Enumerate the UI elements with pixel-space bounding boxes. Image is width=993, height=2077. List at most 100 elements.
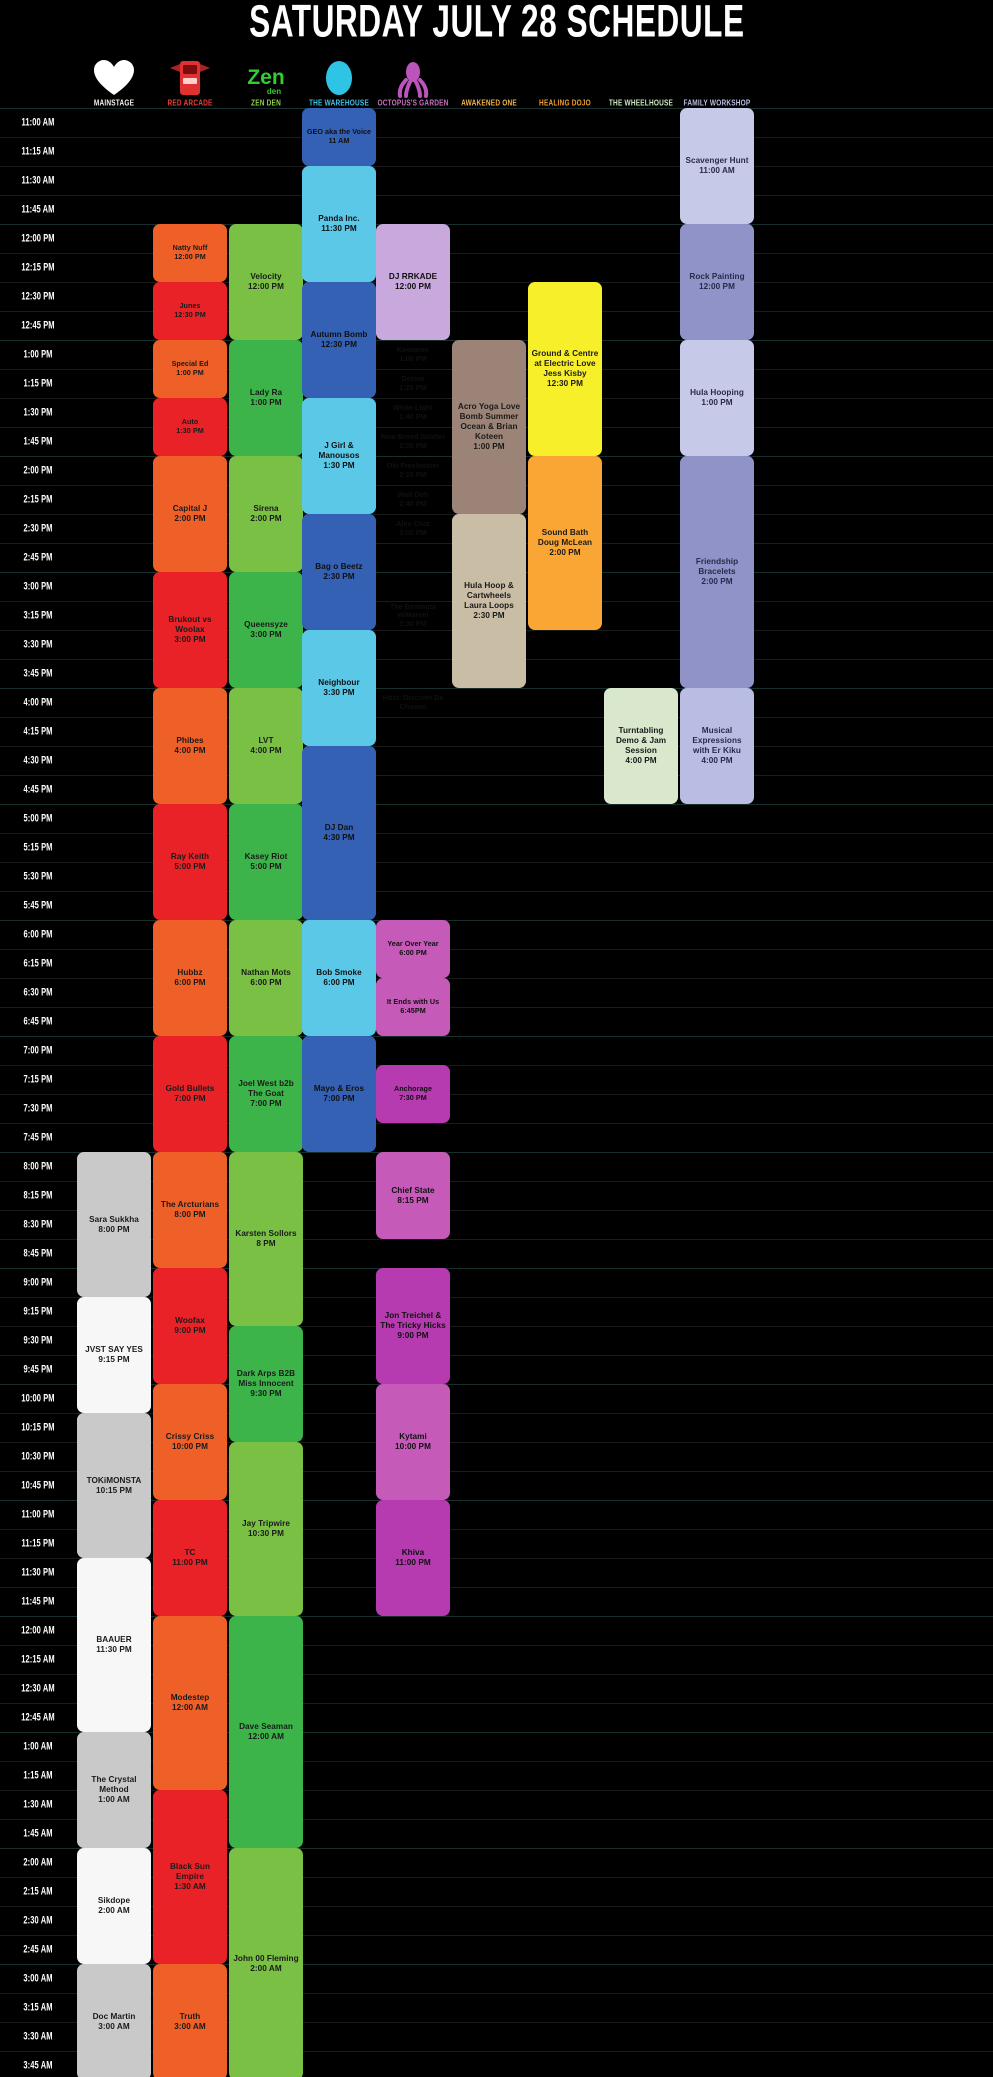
event-block[interactable]: DJ Dan 4:30 PM	[302, 746, 376, 920]
event-block[interactable]: Nathan Mots 6:00 PM	[229, 920, 303, 1036]
stage-header-red-arcade[interactable]: RED ARCADE	[152, 46, 228, 108]
event-time: 1:20 PM	[399, 382, 427, 392]
time-label: 4:45 PM	[23, 781, 53, 796]
event-block[interactable]: Hula Hooping 1:00 PM	[680, 340, 754, 456]
event-block[interactable]: White Light 1:40 PM	[376, 398, 450, 427]
event-block[interactable]: The Crystal Method 1:00 AM	[77, 1732, 151, 1848]
event-block[interactable]: Jay Tripwire 10:30 PM	[229, 1442, 303, 1616]
event-block[interactable]: Bob Smoke 6:00 PM	[302, 920, 376, 1036]
event-block[interactable]: Dark Arps B2B Miss Innocent 9:30 PM	[229, 1326, 303, 1442]
event-block[interactable]: Bag o Beetz 2:30 PM	[302, 514, 376, 630]
event-block[interactable]: BAAUER 11:30 PM	[77, 1558, 151, 1732]
event-time: 3:00 PM	[174, 635, 206, 644]
event-block[interactable]: Mayo & Eros 7:00 PM	[302, 1036, 376, 1152]
event-block[interactable]: Panda Inc. 11:30 PM	[302, 166, 376, 282]
event-block[interactable]: Acro Yoga Love Bomb Summer Ocean & Brian…	[452, 340, 526, 514]
event-block[interactable]: Auto 1:30 PM	[153, 398, 227, 456]
event-block[interactable]: Alex Cruz 3:00 PM	[376, 514, 450, 543]
event-block[interactable]: It Ends with Us 6:45PM	[376, 978, 450, 1036]
event-block[interactable]: DJ RRKADE 12:00 PM	[376, 224, 450, 340]
event-block[interactable]: The Beatnuts w/Marvel 3:30 PM	[376, 601, 450, 630]
event-block[interactable]: Natty Nuff 12:00 PM	[153, 224, 227, 282]
event-block[interactable]: The Arcturians 8:00 PM	[153, 1152, 227, 1268]
event-block[interactable]: Woofax 9:00 PM	[153, 1268, 227, 1384]
event-block[interactable]: Host: Discreet Da Chosen	[376, 688, 450, 717]
event-block[interactable]: Turntabling Demo & Jam Session 4:00 PM	[604, 688, 678, 804]
event-block[interactable]: Junes 12:30 PM	[153, 282, 227, 340]
event-block[interactable]: Wall Doh 2:40 PM	[376, 485, 450, 514]
event-block[interactable]: Doc Martin 3:00 AM	[77, 1964, 151, 2077]
event-block[interactable]: Khiva 11:00 PM	[376, 1500, 450, 1616]
event-block[interactable]: New Breed Soldier 2:00 PM	[376, 427, 450, 456]
event-block[interactable]: Autumn Bomb 12:30 PM	[302, 282, 376, 398]
event-block[interactable]: Dave Seaman 12:00 AM	[229, 1616, 303, 1848]
event-block[interactable]: Sara Sukkha 8:00 PM	[77, 1152, 151, 1297]
event-block[interactable]: Chief State 8:15 PM	[376, 1152, 450, 1239]
event-block[interactable]: TC 11:00 PM	[153, 1500, 227, 1616]
stage-header-awakened-one[interactable]: AWAKENED ONE	[451, 46, 527, 108]
grid-line	[0, 1413, 993, 1414]
grid-line	[0, 1761, 993, 1762]
event-block[interactable]: LVT 4:00 PM	[229, 688, 303, 804]
event-block[interactable]: Oki Freshwater 2:20 PM	[376, 456, 450, 485]
event-block[interactable]: J Girl & Manousos 1:30 PM	[302, 398, 376, 514]
event-block[interactable]: Truth 3:00 AM	[153, 1964, 227, 2077]
event-block[interactable]: Year Over Year 6:00 PM	[376, 920, 450, 978]
stage-header-zen-den[interactable]: Zen den ZEN DEN	[228, 46, 304, 108]
event-name: JVST SAY YES	[85, 1345, 143, 1354]
event-block[interactable]: Kasey Riot 5:00 PM	[229, 804, 303, 920]
event-name: Sound Bath Doug McLean	[537, 528, 593, 547]
time-label: 1:00 AM	[23, 1738, 53, 1753]
stage-name-label: ZEN DEN	[251, 99, 281, 108]
event-block[interactable]: Special Ed 1:00 PM	[153, 340, 227, 398]
event-block[interactable]: Dezine 1:20 PM	[376, 369, 450, 398]
event-block[interactable]: Anchorage 7:30 PM	[376, 1065, 450, 1123]
event-name: Queensyze	[244, 620, 288, 629]
event-block[interactable]: Rock Painting 12:00 PM	[680, 224, 754, 340]
event-block[interactable]: Modestep 12:00 AM	[153, 1616, 227, 1790]
event-block[interactable]: Gold Bullets 7:00 PM	[153, 1036, 227, 1152]
event-time: 1:00 PM	[399, 353, 427, 363]
event-block[interactable]: Scavenger Hunt 11:00 AM	[680, 108, 754, 224]
event-block[interactable]: Hula Hoop & Cartwheels Laura Loops 2:30 P…	[452, 514, 526, 688]
event-block[interactable]: Kytami 10:00 PM	[376, 1384, 450, 1500]
event-block[interactable]: Kavawon 1:00 PM	[376, 340, 450, 369]
event-block[interactable]: John 00 Fleming 2:00 AM	[229, 1848, 303, 2077]
event-block[interactable]: Ground & Centre at Electric Love Jess Ki…	[528, 282, 602, 456]
event-block[interactable]: GEO aka the Voice 11 AM	[302, 108, 376, 166]
time-label: 6:45 PM	[23, 1013, 53, 1028]
event-block[interactable]: Crissy Criss 10:00 PM	[153, 1384, 227, 1500]
event-block[interactable]: JVST SAY YES 9:15 PM	[77, 1297, 151, 1413]
event-block[interactable]: TOKiMONSTA 10:15 PM	[77, 1413, 151, 1558]
event-block[interactable]: Black Sun Empire 1:30 AM	[153, 1790, 227, 1964]
event-block[interactable]: Musical Expressions with Er Kiku 4:00 PM	[680, 688, 754, 804]
event-block[interactable]: Sirena 2:00 PM	[229, 456, 303, 572]
event-block[interactable]: Lady Ra 1:00 PM	[229, 340, 303, 456]
event-name: Acro Yoga Love Bomb Summer Ocean & Brian…	[457, 402, 521, 441]
grid-line	[0, 1036, 993, 1037]
event-block[interactable]: Joel West b2b The Goat 7:00 PM	[229, 1036, 303, 1152]
event-block[interactable]: Neighbour 3:30 PM	[302, 630, 376, 746]
event-block[interactable]: Friendship Bracelets 2:00 PM	[680, 456, 754, 688]
event-block[interactable]: Velocity 12:00 PM	[229, 224, 303, 340]
event-block[interactable]: Brukout vs Woolax 3:00 PM	[153, 572, 227, 688]
event-block[interactable]: Jon Treichel & The Tricky Hicks 9:00 PM	[376, 1268, 450, 1384]
event-block[interactable]: Hubbz 6:00 PM	[153, 920, 227, 1036]
event-block[interactable]: Sound Bath Doug McLean 2:00 PM	[528, 456, 602, 630]
time-label: 8:15 PM	[23, 1187, 53, 1202]
event-block[interactable]: Capital J 2:00 PM	[153, 456, 227, 572]
event-block[interactable]: Karsten Sollors 8 PM	[229, 1152, 303, 1326]
grid-line	[0, 1529, 993, 1530]
stage-header-mainstage[interactable]: MAINSTAGE	[76, 46, 152, 108]
event-block[interactable]: Queensyze 3:00 PM	[229, 572, 303, 688]
stage-header-healing-dojo[interactable]: HEALING DOJO	[527, 46, 603, 108]
stage-header-the-warehouse[interactable]: THE WAREHOUSE	[301, 46, 377, 108]
stage-header-octopus-garden[interactable]: OCTOPUS'S GARDEN	[375, 46, 451, 108]
grid-line	[0, 1703, 993, 1704]
stage-header-the-wheelhouse[interactable]: THE WHEELHOUSE	[603, 46, 679, 108]
event-block[interactable]: Phibes 4:00 PM	[153, 688, 227, 804]
event-name: Junes	[179, 301, 201, 311]
stage-header-family-workshop[interactable]: FAMILY WORKSHOP	[679, 46, 755, 108]
event-block[interactable]: Ray Keith 5:00 PM	[153, 804, 227, 920]
event-block[interactable]: Sikdope 2:00 AM	[77, 1848, 151, 1964]
